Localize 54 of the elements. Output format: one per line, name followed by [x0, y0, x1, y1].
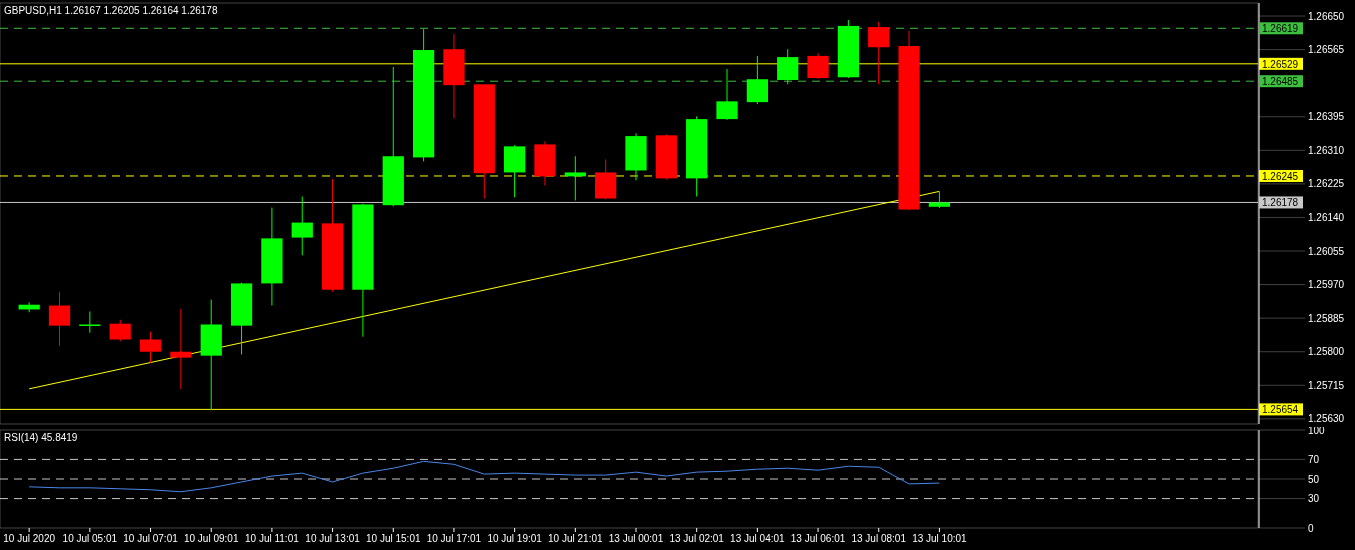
candlestick: [79, 310, 101, 334]
y-tick-label: 1.26140: [1308, 211, 1345, 223]
candlestick: [170, 308, 192, 390]
ref-line-label: 1.26619: [1262, 23, 1299, 35]
ref-line-label: 1.25654: [1262, 404, 1299, 416]
y-tick-label: 1.26310: [1308, 144, 1345, 156]
y-tick-label: 1.26225: [1308, 178, 1345, 190]
y-tick-label: 70: [1308, 453, 1320, 465]
x-tick-label: 10 Jul 09:01: [183, 533, 239, 544]
y-tick-label: 100: [1308, 424, 1326, 436]
x-tick-label: 10 Jul 21:01: [548, 533, 603, 544]
candlestick: [139, 331, 162, 364]
y-tick-label: 1.26055: [1308, 245, 1345, 257]
x-tick-label: 10 Jul 13:01: [305, 533, 361, 544]
chart-title: RSI(14) 45.8419: [4, 432, 78, 443]
x-tick-label: 10 Jul 07:01: [123, 533, 179, 544]
y-tick-label: 1.25970: [1308, 279, 1345, 291]
candlestick: [564, 155, 586, 201]
x-tick-label: 10 Jul 05:01: [62, 533, 118, 544]
y-tick-label: 1.26395: [1308, 111, 1345, 123]
x-tick-label: 13 Jul 10:01: [912, 533, 968, 544]
x-tick-label: 13 Jul 06:01: [790, 533, 846, 544]
x-tick-label: 10 Jul 19:01: [487, 533, 543, 544]
x-tick-label: 13 Jul 02:01: [669, 533, 725, 544]
candlestick: [109, 319, 131, 342]
candlestick: [48, 291, 71, 347]
candlestick: [868, 21, 890, 85]
ref-line-label: 1.26485: [1262, 76, 1299, 88]
x-tick-label: 10 Jul 17:01: [426, 533, 482, 544]
y-tick-label: 1.25885: [1308, 312, 1345, 324]
ref-line-label: 1.26529: [1262, 58, 1299, 70]
candlestick: [777, 48, 799, 85]
y-tick-label: 1.25800: [1308, 346, 1345, 358]
y-tick-label: 1.25715: [1308, 379, 1345, 391]
x-tick-label: 10 Jul 11:01: [245, 533, 300, 544]
candlestick: [291, 196, 313, 256]
ref-line-label: 1.26245: [1262, 170, 1299, 182]
candlestick: [716, 68, 738, 121]
candlestick: [746, 55, 768, 105]
y-tick-label: 0: [1308, 522, 1314, 534]
ref-line-label: 1.26178: [1262, 197, 1299, 209]
x-tick-label: 10 Jul 15:01: [366, 533, 421, 544]
y-tick-label: 1.26650: [1308, 10, 1345, 22]
line-series: [28, 460, 940, 493]
x-tick-label: 13 Jul 04:01: [730, 533, 786, 544]
x-tick-label: 10 Jul 2020: [3, 533, 56, 544]
candlestick: [807, 52, 829, 80]
y-tick-label: 30: [1308, 493, 1320, 505]
y-tick-label: 1.25630: [1308, 413, 1345, 425]
y-tick-label: 1.26565: [1308, 44, 1345, 56]
x-tick-label: 13 Jul 08:01: [851, 533, 907, 544]
x-tick-label: 13 Jul 00:01: [608, 533, 664, 544]
y-tick-label: 50: [1308, 473, 1320, 485]
chart-title: GBPUSD,H1 1.26167 1.26205 1.26164 1.26178: [4, 5, 218, 16]
